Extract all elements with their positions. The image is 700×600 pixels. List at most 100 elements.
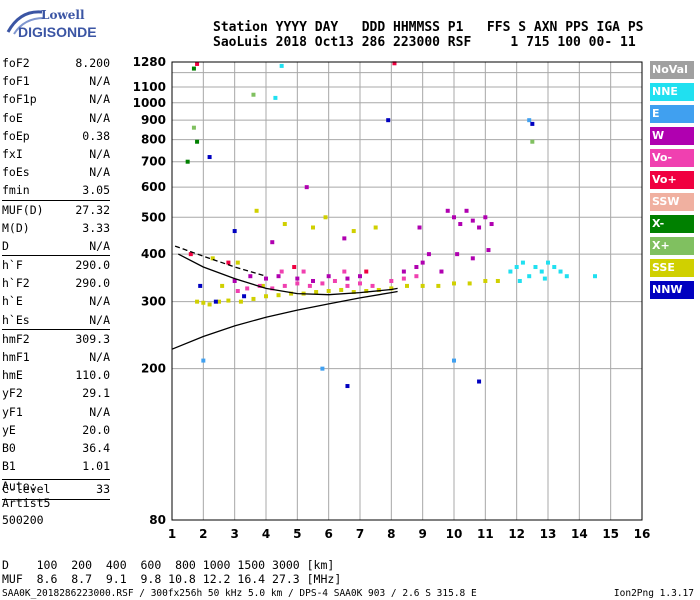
software-version: Ion2Png 1.3.17 (613, 588, 694, 599)
echo-point (226, 298, 231, 303)
echo-point (464, 208, 469, 213)
param-value: N/A (89, 404, 110, 419)
auto-version: 500200 (2, 513, 44, 527)
echo-point (358, 281, 362, 286)
echo-point (248, 274, 253, 279)
echo-point (401, 276, 406, 281)
param-label: hmF1 (2, 350, 30, 364)
echo-point (458, 222, 463, 227)
echo-point (304, 185, 309, 190)
param-label: h`F2 (2, 276, 30, 291)
param-row: foF1p N/A (2, 90, 110, 108)
echo-point (514, 265, 519, 270)
echo-point (279, 63, 284, 68)
file-info-footer: SAA0K_2018286223000.RSF / 300fx256h 50 k… (2, 588, 477, 599)
digisonde-logo: Lowell DIGISONDE (4, 6, 97, 46)
param-value: 33 (96, 482, 110, 497)
echo-point (477, 225, 482, 230)
echo-point (552, 265, 557, 270)
echo-point (195, 61, 200, 66)
auto-label: Auto: (2, 479, 37, 493)
echo-point (370, 283, 375, 288)
echo-point (455, 252, 460, 257)
y-tick-label: 200 (141, 362, 166, 376)
param-label: hmF2 (2, 331, 30, 346)
param-value: N/A (89, 146, 110, 161)
y-tick-label: 80 (149, 513, 166, 527)
param-row: h`Es N/A (2, 311, 110, 329)
echo-point (467, 281, 472, 286)
echo-point (351, 229, 356, 234)
legend-item: Vo- (650, 149, 694, 167)
param-value: N/A (89, 294, 110, 309)
echo-point (254, 208, 259, 213)
x-tick-label: 6 (324, 527, 332, 541)
echo-point (508, 269, 513, 274)
param-divider (2, 498, 110, 500)
muf-values-row: MUF 8.6 8.7 9.1 9.8 10.8 12.2 16.4 27.3 … (2, 572, 342, 586)
echo-point (530, 121, 535, 126)
echo-point (245, 286, 250, 291)
param-label: M(D) (2, 220, 30, 235)
echo-point (495, 278, 500, 283)
echo-point (276, 293, 281, 298)
param-label: foF1 (2, 74, 30, 89)
param-label: h`Es (2, 312, 30, 327)
param-value: N/A (89, 350, 110, 364)
param-row: foE N/A (2, 109, 110, 127)
profile-curve (171, 290, 398, 350)
param-value: 29.1 (82, 386, 110, 401)
profile-curve (178, 253, 398, 296)
echo-point (420, 283, 425, 288)
autoscaling-info: Auto: Artist5 500200 (2, 478, 50, 529)
echo-point (539, 269, 544, 274)
echo-point (238, 299, 243, 304)
param-value: N/A (89, 92, 110, 107)
param-row: C-level 33 (2, 479, 110, 498)
echo-point (339, 287, 344, 292)
echo-point (188, 252, 193, 257)
param-row: B1 1.01 (2, 457, 110, 475)
echo-point (195, 299, 200, 304)
param-value: 0.38 (82, 128, 110, 143)
echo-point (470, 218, 475, 223)
echo-point (389, 286, 394, 291)
param-row: MUF(D) 27.32 (2, 199, 110, 219)
echo-point (452, 281, 456, 286)
param-value: N/A (89, 74, 110, 89)
echo-point (251, 296, 256, 301)
param-label: foF2 (2, 56, 30, 70)
profile-curve (174, 245, 267, 277)
echo-point (226, 260, 231, 265)
param-value: N/A (89, 110, 110, 125)
echo-point (530, 139, 535, 144)
param-label: yE (2, 422, 16, 437)
param-label: foE (2, 110, 23, 125)
echo-point (311, 278, 315, 283)
echo-point (270, 240, 275, 245)
echo-point (486, 248, 491, 253)
echo-point (217, 299, 221, 304)
muf-distance-row: D 100 200 400 600 800 1000 1500 3000 [km… (2, 558, 335, 572)
x-tick-label: 10 (446, 527, 463, 541)
echo-point (345, 283, 350, 288)
echo-point (445, 208, 450, 213)
param-value: N/A (89, 312, 110, 327)
echo-point (426, 252, 431, 257)
param-value: 3.33 (82, 220, 110, 235)
echo-point (311, 225, 315, 230)
param-row: fmin 3.05 (2, 181, 110, 199)
echo-point (470, 256, 475, 261)
echo-point (232, 229, 237, 234)
echo-point (220, 283, 225, 288)
param-row: hmF1 N/A (2, 348, 110, 366)
y-tick-label: 1280 (133, 55, 166, 69)
param-row: D N/A (2, 237, 110, 255)
echo-point (307, 283, 312, 288)
param-label: yF2 (2, 386, 23, 401)
param-value: 20.0 (82, 422, 110, 437)
param-value: N/A (89, 238, 110, 253)
echo-point (414, 274, 419, 279)
echo-point (483, 278, 488, 283)
echo-point (235, 289, 240, 293)
